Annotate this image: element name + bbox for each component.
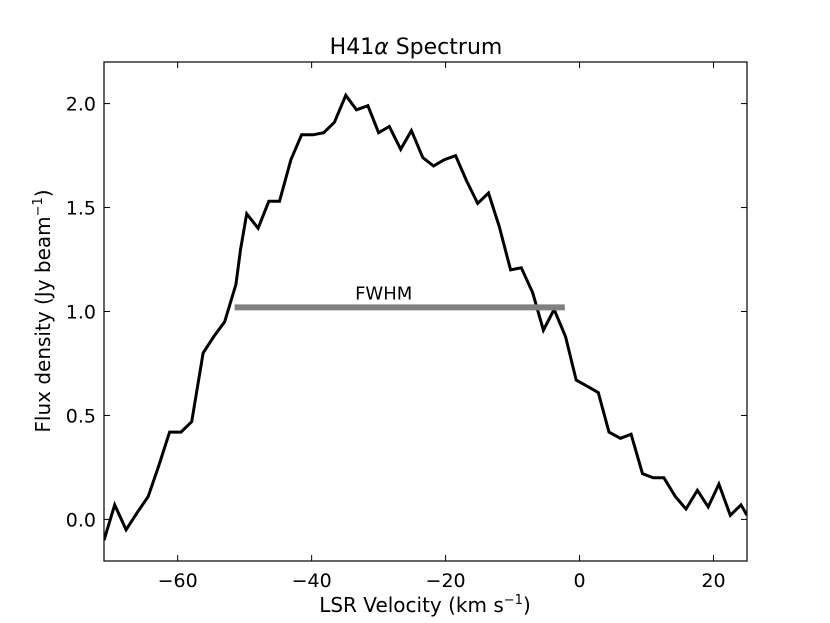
y-tick-label: 0.0 bbox=[66, 509, 96, 531]
plot-layer: FWHM bbox=[104, 92, 747, 541]
plot-frame bbox=[103, 61, 748, 562]
x-tick-label: 0 bbox=[574, 570, 586, 592]
axes-layer: −60 −40 −20 0 20 0.0 0.5 1.0 1.5 2.0 bbox=[66, 61, 748, 592]
title-greek-letter: α bbox=[374, 35, 389, 60]
y-tick-label: 1.0 bbox=[66, 302, 96, 324]
y-axis-label-exponent: −1 bbox=[31, 197, 46, 216]
y-tick-label: 1.5 bbox=[66, 198, 96, 220]
y-tick-label: 0.5 bbox=[66, 405, 96, 427]
x-axis-label-exponent: −1 bbox=[504, 593, 523, 608]
y-tick-label: 2.0 bbox=[66, 94, 96, 116]
spectrum-line-0 bbox=[104, 92, 747, 541]
fwhm-label: FWHM bbox=[355, 283, 412, 304]
y-axis-label: Flux density (Jy beam−1) bbox=[31, 189, 55, 432]
x-tick-label: −40 bbox=[292, 570, 332, 592]
x-axis-label: LSR Velocity (km s−1) bbox=[319, 593, 531, 617]
chart-title: H41α Spectrum bbox=[330, 35, 503, 60]
x-tick-label: −60 bbox=[158, 570, 198, 592]
x-tick-label: −20 bbox=[426, 570, 466, 592]
x-tick-label: 20 bbox=[701, 570, 725, 592]
